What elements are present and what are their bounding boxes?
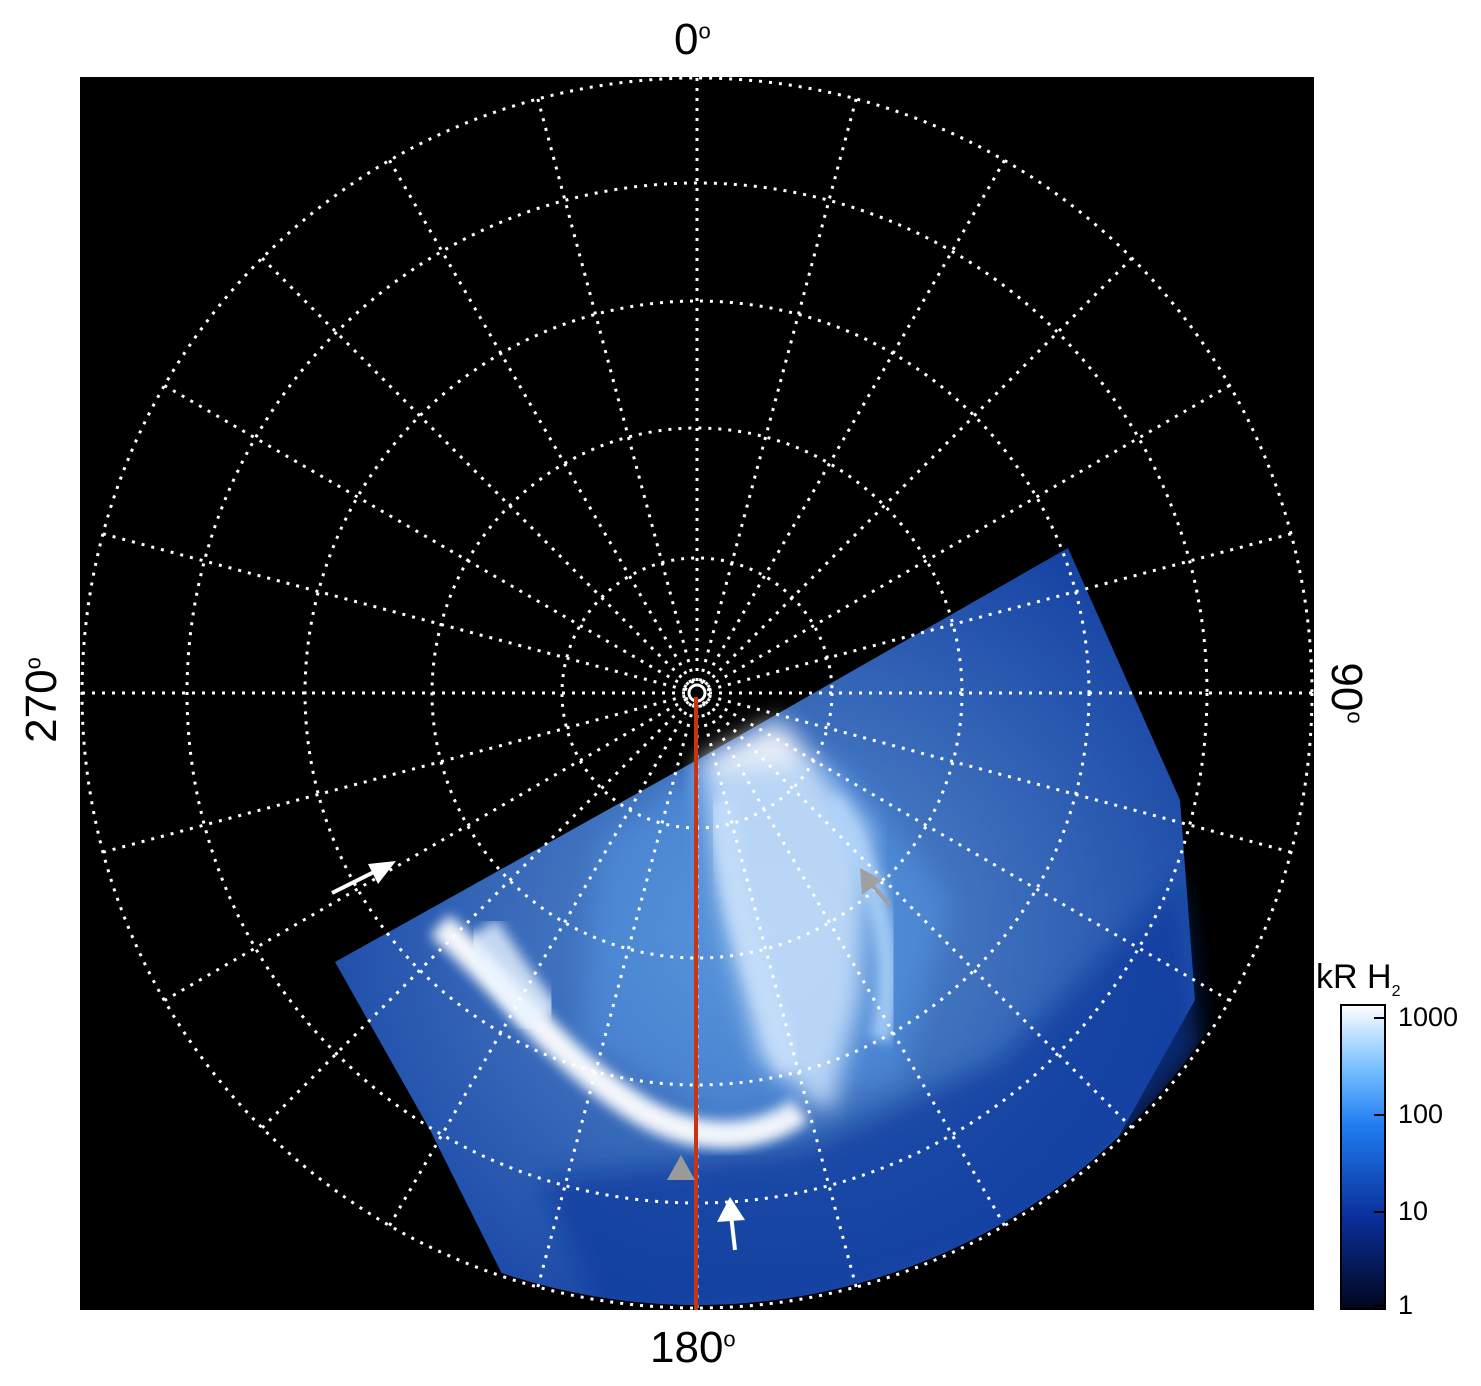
aurora-emission	[335, 548, 1200, 1305]
label-0-degrees: 0o	[674, 15, 711, 64]
meridian-grid-line	[706, 384, 1231, 689]
meridian-grid-line	[388, 159, 693, 684]
meridian-grid-line	[163, 697, 688, 1002]
grey-arrow-right	[860, 868, 892, 907]
meridian-grid-line	[701, 159, 1006, 684]
meridian-grid-line	[102, 532, 686, 692]
meridian-grid-line	[704, 700, 1133, 1129]
meridian-grid-line	[698, 704, 858, 1288]
colorbar-tick-label: 1000	[1398, 1002, 1459, 1032]
meridian-grid-line	[536, 98, 696, 682]
white-arrow-bottom	[717, 1197, 745, 1251]
colorbar-tick-label: 1	[1398, 1290, 1414, 1320]
meridian-grid-line	[698, 98, 858, 682]
meridian-grid-line	[704, 257, 1133, 686]
meridian-grid-line	[536, 704, 696, 1288]
colorbar-tick-label: 10	[1398, 1196, 1429, 1226]
label-90-degrees: 90o	[1322, 662, 1371, 724]
meridian-grid-line	[102, 694, 686, 854]
label-270-degrees: 270o	[17, 657, 66, 743]
label-180-degrees: 180o	[650, 1323, 736, 1372]
meridian-grid-line	[706, 697, 1231, 1002]
meridian-grid-line	[701, 702, 1006, 1227]
grey-arrowhead-bottom	[667, 1155, 695, 1180]
meridian-grid-line	[708, 694, 1292, 854]
meridian-grid-line	[261, 700, 690, 1129]
colorbar-title: kR H2	[1316, 958, 1401, 1000]
colorbar	[1340, 1004, 1386, 1310]
meridian-grid-line	[261, 257, 690, 686]
meridian-grid-line	[163, 384, 688, 689]
colorbar-tick-label: 100	[1398, 1099, 1444, 1129]
white-arrow-left	[331, 861, 396, 895]
meridian-grid-line	[708, 532, 1292, 692]
meridian-grid-line	[388, 702, 693, 1227]
